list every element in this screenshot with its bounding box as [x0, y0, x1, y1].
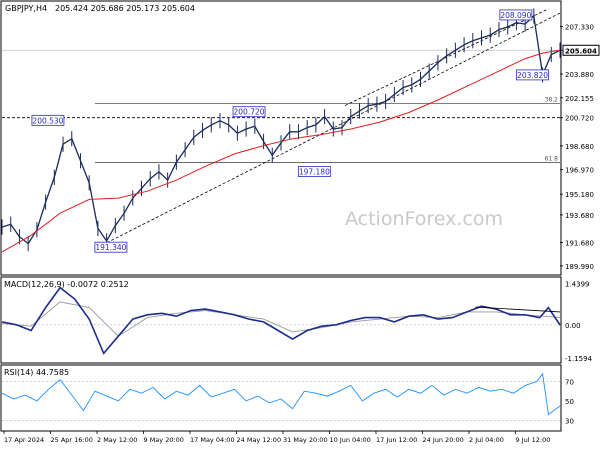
time-tick-label: 17 Jun 12:00 — [376, 436, 417, 444]
price-tick-label: 203.880 — [565, 71, 594, 79]
time-tick-label: 10 Jun 04:00 — [330, 436, 371, 444]
time-tick-label: 2 Jul 04:00 — [469, 436, 504, 444]
time-tick-label: 17 May 04:00 — [190, 436, 235, 444]
price-tick-label: 193.680 — [565, 212, 594, 220]
fibonacci-level-label: 38.2 — [545, 96, 559, 103]
channel-lower-line — [97, 12, 561, 248]
macd-main-line — [1, 286, 561, 355]
macd-signal-line — [1, 301, 561, 337]
rsi-tick-label: 70 — [565, 379, 574, 387]
rsi-layer — [1, 372, 561, 421]
symbol-label: GBPJPY,H4 — [5, 4, 47, 13]
price-tick-label: 198.680 — [565, 143, 594, 151]
macd-panel-frame — [0, 276, 562, 364]
macd-tick-label: -1.1594 — [565, 355, 593, 363]
rsi-panel-frame — [0, 364, 562, 432]
time-tick-label: 24 Jun 20:00 — [423, 436, 464, 444]
time-tick-label: 17 Apr 2024 — [4, 436, 44, 444]
axis-layer: 207.330 205.604 203.880 202.155 200.720 198.6… — [3, 23, 600, 444]
price-annotation-label: 200.720 — [234, 108, 265, 117]
time-tick-label: 31 May 20:00 — [283, 436, 328, 444]
price-tick-label: 196.970 — [565, 166, 594, 174]
macd-layer — [1, 286, 561, 355]
price-annotation-box — [516, 69, 549, 81]
watermark: ActionForex.com — [345, 208, 503, 230]
price-tick-label: 202.155 — [565, 95, 594, 103]
time-tick-label: 2 May 12:00 — [97, 436, 137, 444]
price-tick-label: 207.330 — [565, 23, 594, 31]
macd-label: MACD(12,26,9) -0.0072 0.2512 — [4, 280, 129, 289]
time-tick-label: 9 May 20:00 — [144, 436, 184, 444]
price-annotation-label: 197.180 — [299, 168, 330, 177]
time-tick-label: 25 Apr 16:00 — [51, 436, 93, 444]
price-tag-box — [562, 44, 600, 56]
time-tick-label: 24 May 12:00 — [237, 436, 282, 444]
price-annotation-label: 200.530 — [32, 116, 63, 125]
rsi-line — [1, 372, 561, 416]
price-annotation-label: 203.820 — [517, 71, 548, 80]
fibonacci-level-label: 61.8 — [545, 155, 559, 162]
ohlc-values: 205.424 205.686 205.173 205.604 — [55, 4, 195, 13]
price-annotation-box — [297, 166, 331, 177]
price-panel-frame — [0, 0, 562, 276]
price-tick-label: 189.990 — [565, 263, 594, 271]
rsi-tick-label: 50 — [565, 398, 574, 406]
price-tag-box — [563, 112, 599, 123]
price-tick-label: 205.604 — [565, 47, 597, 55]
price-tick-label: 191.680 — [565, 240, 594, 248]
macd-divergence-line — [475, 306, 561, 313]
price-annotation-label: 191.340 — [95, 243, 126, 252]
price-annotation-label: 208.090 — [500, 11, 531, 20]
price-layer: 38.2 61.8 208.090 203.820 200.530 200.720 197.… — [1, 8, 561, 253]
price-annotation-box — [499, 9, 533, 21]
price-annotation-box — [94, 241, 128, 253]
time-tick-label: 9 Jul 12:00 — [516, 436, 551, 444]
price-tick-label: 200.720 — [565, 115, 594, 123]
rsi-label: RSI(14) 44.7585 — [4, 368, 69, 377]
price-annotation-box — [31, 114, 65, 126]
macd-tick-label: 1.4399 — [565, 281, 590, 289]
rsi-tick-label: 30 — [565, 417, 574, 425]
macd-tick-label: 0.00 — [565, 322, 581, 330]
price-annotation-box — [232, 106, 266, 118]
price-tick-label: 195.180 — [565, 191, 594, 199]
moving-average-line — [1, 49, 561, 253]
